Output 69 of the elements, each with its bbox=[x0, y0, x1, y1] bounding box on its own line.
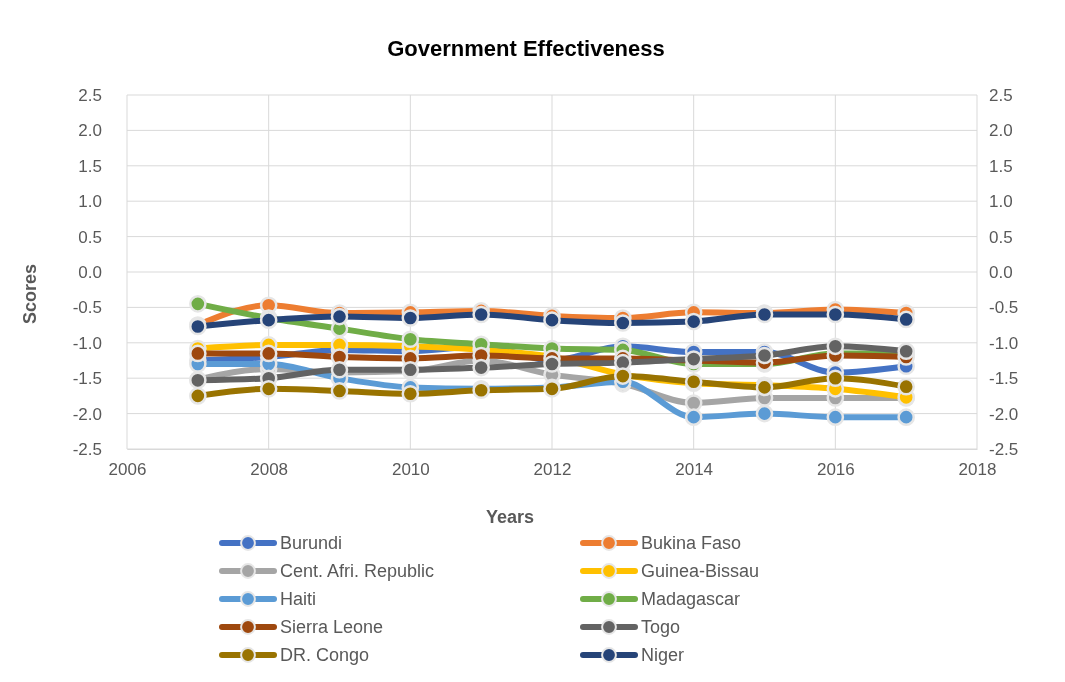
y2-tick-label: 1.5 bbox=[989, 156, 1013, 176]
point bbox=[189, 344, 207, 363]
y2-tick-label: -2.0 bbox=[989, 404, 1019, 424]
legend-label: Niger bbox=[641, 645, 685, 665]
y-tick-label: -2.5 bbox=[72, 439, 102, 459]
point bbox=[401, 309, 420, 327]
legend-label: Burundi bbox=[280, 533, 343, 553]
point bbox=[897, 408, 915, 426]
point bbox=[401, 330, 420, 349]
point bbox=[543, 355, 561, 373]
x-tick-label: 2018 bbox=[958, 460, 997, 480]
point bbox=[826, 305, 845, 324]
y-tick-label: -2.0 bbox=[72, 404, 102, 424]
y2-tick-label: -1.5 bbox=[989, 369, 1019, 389]
point bbox=[755, 404, 774, 423]
legend-label: Togo bbox=[641, 617, 681, 637]
point bbox=[826, 408, 845, 426]
point bbox=[259, 380, 278, 398]
y-tick-label: -1.5 bbox=[72, 369, 102, 389]
x-axis-title: Years bbox=[485, 507, 535, 527]
point bbox=[330, 307, 349, 326]
point bbox=[826, 337, 845, 356]
y-tick-label: 1.5 bbox=[78, 156, 102, 176]
legend-label: Cent. Afri. Republic bbox=[280, 561, 435, 581]
point bbox=[826, 369, 845, 387]
x-tick-label: 2008 bbox=[250, 460, 289, 480]
x-tick-label: 2014 bbox=[675, 460, 714, 480]
legend-label: Madagascar bbox=[641, 589, 741, 609]
point bbox=[684, 312, 703, 331]
point bbox=[330, 382, 349, 400]
y2-tick-label: 2.0 bbox=[989, 121, 1013, 141]
point bbox=[614, 314, 632, 332]
y2-tick-label: 2.5 bbox=[989, 85, 1013, 105]
y2-tick-label: 1.0 bbox=[989, 192, 1013, 212]
y2-tick-label: 0.5 bbox=[989, 227, 1013, 247]
y-tick-label: -1.0 bbox=[72, 333, 102, 353]
point bbox=[472, 358, 490, 377]
y-tick-label: 2.0 bbox=[78, 121, 102, 141]
legend-label: Guinea-Bissau bbox=[641, 561, 760, 581]
point bbox=[189, 295, 207, 313]
y2-tick-label: -2.5 bbox=[989, 439, 1019, 459]
point bbox=[897, 310, 915, 329]
y-tick-label: -0.5 bbox=[72, 298, 102, 318]
point bbox=[259, 344, 278, 363]
point bbox=[755, 346, 774, 365]
point bbox=[543, 311, 561, 329]
y2-tick-label: -0.5 bbox=[989, 298, 1019, 318]
point bbox=[684, 394, 703, 412]
y2-tick-label: -1.0 bbox=[989, 333, 1019, 353]
legend-label: Sierra Leone bbox=[280, 617, 384, 637]
point bbox=[684, 408, 703, 426]
y-tick-label: 0.0 bbox=[78, 262, 102, 282]
y2-tick-label: 0.0 bbox=[989, 262, 1013, 282]
y-tick-label: 0.5 bbox=[78, 227, 102, 247]
x-tick-label: 2016 bbox=[816, 460, 855, 480]
legend-label: Bukina Faso bbox=[641, 533, 742, 553]
point bbox=[472, 305, 490, 324]
x-tick-label: 2012 bbox=[533, 460, 572, 480]
chart-title: Government Effectiveness bbox=[387, 36, 665, 61]
point bbox=[189, 387, 207, 405]
y-axis-title: Scores bbox=[20, 263, 40, 325]
legend-label: Haiti bbox=[280, 589, 317, 609]
point bbox=[401, 384, 420, 403]
x-tick-label: 2006 bbox=[108, 460, 147, 480]
y-tick-label: 2.5 bbox=[78, 85, 102, 105]
x-tick-label: 2010 bbox=[391, 460, 430, 480]
point bbox=[897, 377, 915, 396]
y-tick-label: 1.0 bbox=[78, 192, 102, 212]
legend-label: DR. Congo bbox=[280, 645, 370, 665]
